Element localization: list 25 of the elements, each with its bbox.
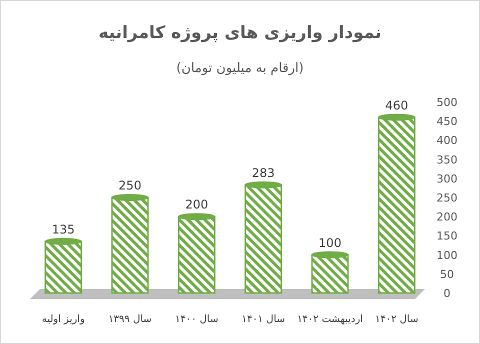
- y-tick-label: 50: [440, 268, 454, 281]
- data-label: 100: [318, 236, 342, 250]
- y-tick-label: 200: [436, 210, 458, 224]
- y-tick-label: 150: [436, 230, 458, 243]
- data-label: 135: [52, 222, 75, 236]
- x-tick-label: واریز اولیه: [42, 314, 85, 325]
- x-tick-label: اردیبهشت ۱۴۰۲: [297, 314, 363, 325]
- data-label: 283: [252, 166, 275, 180]
- data-label: 460: [385, 98, 408, 112]
- y-tick-label: 500: [436, 96, 458, 109]
- y-tick-label: 300: [436, 172, 458, 186]
- x-tick-label: سال ۱۴۰۰: [174, 314, 218, 325]
- chart-title: نمودار واریزی های پروژه کامرانیه: [98, 23, 382, 43]
- y-tick-label: 0: [444, 287, 450, 300]
- y-tick-label: 400: [436, 134, 458, 148]
- chart-subtitle: (ارقام به میلیون تومان): [176, 61, 304, 76]
- x-tick-label: سال ۱۴۰۱: [242, 314, 286, 325]
- y-tick-label: 450: [436, 115, 458, 128]
- y-tick-label: 100: [436, 248, 458, 262]
- y-tick-label: 250: [436, 192, 458, 204]
- y-tick-label: 350: [436, 153, 458, 166]
- data-label: 250: [118, 178, 142, 192]
- x-tick-label: سال ۱۳۹۹: [108, 314, 152, 325]
- data-label: 200: [185, 198, 208, 212]
- x-tick-label: سال ۱۴۰۲: [374, 314, 418, 325]
